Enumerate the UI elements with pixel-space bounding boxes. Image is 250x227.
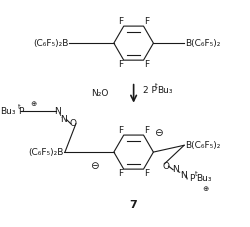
Text: (C₆F₅)₂B: (C₆F₅)₂B	[28, 148, 64, 157]
Text: F: F	[118, 126, 124, 135]
Text: F: F	[144, 169, 149, 178]
Text: Bu₃: Bu₃	[157, 86, 172, 95]
Text: ⊕: ⊕	[203, 186, 209, 192]
Text: O: O	[70, 119, 76, 128]
Text: Bu₃: Bu₃	[196, 174, 212, 183]
Text: F: F	[118, 169, 124, 178]
Text: F: F	[118, 17, 124, 26]
Text: ⊖: ⊖	[90, 161, 98, 171]
Text: (C₆F₅)₂B: (C₆F₅)₂B	[33, 39, 68, 48]
Text: 7: 7	[130, 200, 138, 210]
Text: N: N	[180, 171, 187, 180]
Text: P: P	[190, 174, 195, 183]
Text: P: P	[18, 107, 24, 116]
Text: N: N	[54, 107, 61, 116]
Text: t: t	[18, 104, 21, 110]
Text: N: N	[60, 115, 67, 124]
Text: ⊖: ⊖	[154, 128, 163, 138]
Text: F: F	[144, 60, 149, 69]
Text: F: F	[144, 126, 149, 135]
Text: t: t	[155, 83, 158, 89]
Text: ⊕: ⊕	[30, 101, 36, 107]
Text: B(C₆F₅)₂: B(C₆F₅)₂	[185, 141, 220, 150]
Text: N₂O: N₂O	[91, 89, 108, 98]
Text: Bu₃: Bu₃	[0, 107, 15, 116]
Text: F: F	[144, 17, 149, 26]
Text: 2 P: 2 P	[143, 86, 157, 95]
Text: N: N	[172, 165, 179, 174]
Text: t: t	[194, 171, 197, 177]
Text: F: F	[118, 60, 124, 69]
Text: B(C₆F₅)₂: B(C₆F₅)₂	[185, 39, 220, 48]
Text: O: O	[163, 162, 170, 171]
